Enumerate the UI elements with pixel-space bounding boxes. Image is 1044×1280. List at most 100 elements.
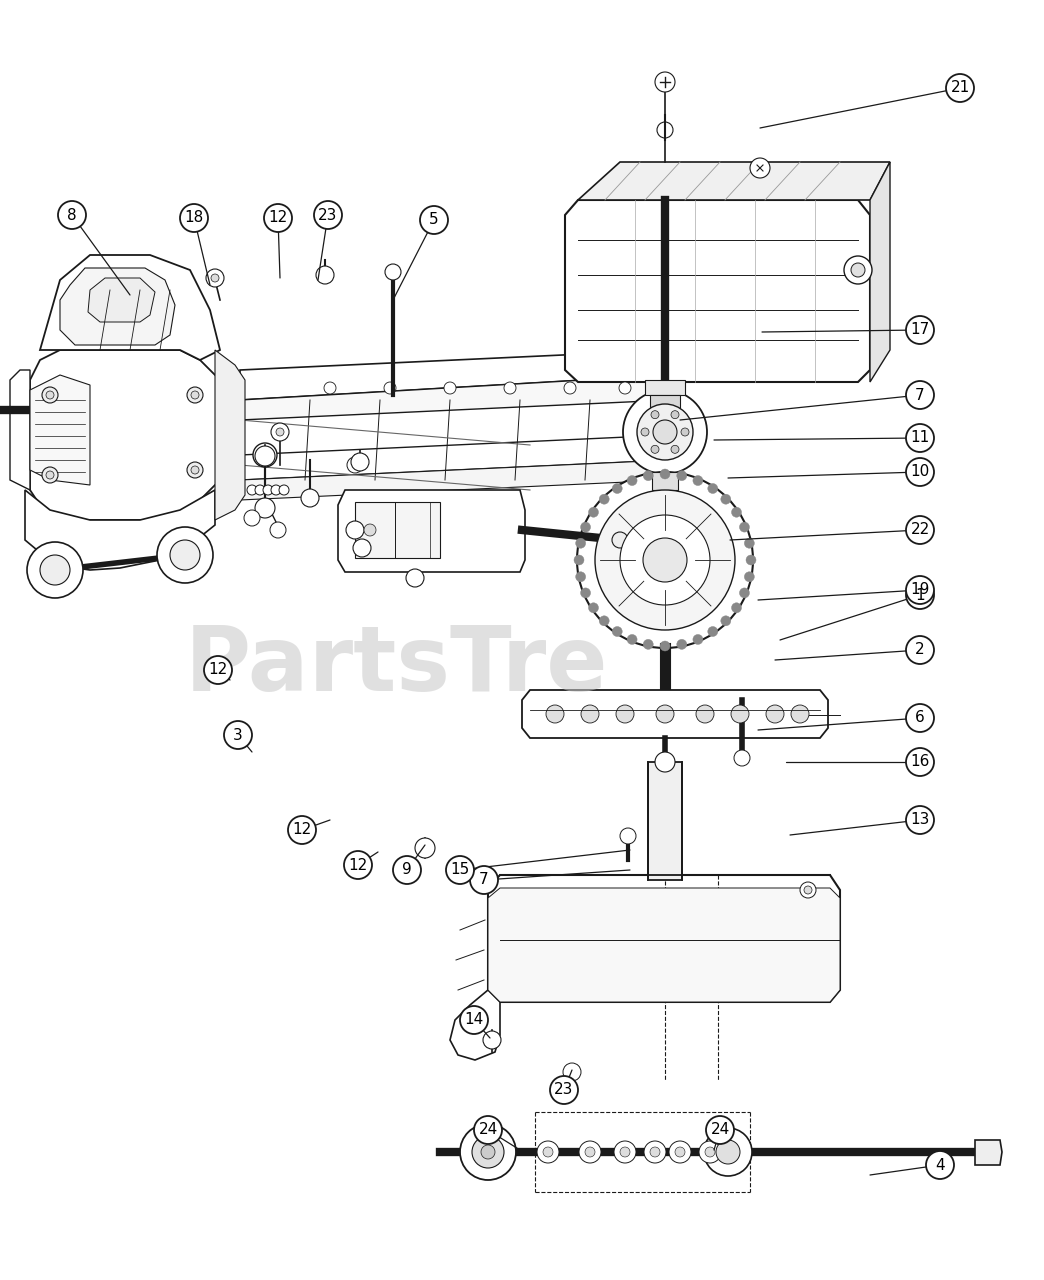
Circle shape: [170, 540, 200, 570]
Text: 21: 21: [950, 81, 970, 96]
Circle shape: [926, 1151, 954, 1179]
Circle shape: [416, 838, 435, 858]
Text: 7: 7: [479, 873, 489, 887]
Circle shape: [42, 387, 58, 403]
Circle shape: [693, 476, 703, 485]
Circle shape: [316, 266, 334, 284]
Circle shape: [675, 1147, 685, 1157]
Circle shape: [844, 256, 872, 284]
Circle shape: [677, 471, 687, 481]
Text: 24: 24: [710, 1123, 730, 1138]
Circle shape: [446, 856, 474, 884]
Circle shape: [734, 750, 750, 765]
Circle shape: [577, 472, 753, 648]
Circle shape: [157, 527, 213, 582]
Circle shape: [693, 635, 703, 644]
Circle shape: [906, 806, 934, 835]
Circle shape: [187, 387, 203, 403]
Polygon shape: [870, 163, 889, 381]
Circle shape: [589, 507, 598, 517]
Circle shape: [651, 445, 659, 453]
Circle shape: [595, 490, 735, 630]
Circle shape: [301, 489, 319, 507]
Polygon shape: [25, 490, 215, 570]
Circle shape: [472, 1137, 504, 1167]
Polygon shape: [88, 278, 155, 323]
Text: 12: 12: [268, 210, 288, 225]
Text: 3: 3: [233, 727, 243, 742]
Circle shape: [351, 453, 369, 471]
Circle shape: [677, 639, 687, 649]
Circle shape: [263, 485, 272, 495]
Text: 24: 24: [478, 1123, 498, 1138]
Circle shape: [288, 817, 316, 844]
Circle shape: [58, 201, 86, 229]
Circle shape: [483, 1030, 501, 1050]
Circle shape: [620, 1147, 630, 1157]
Circle shape: [40, 556, 70, 585]
Circle shape: [599, 616, 610, 626]
Circle shape: [620, 828, 636, 844]
Circle shape: [750, 157, 770, 178]
Circle shape: [651, 411, 659, 419]
Circle shape: [655, 72, 675, 92]
Circle shape: [546, 705, 564, 723]
Circle shape: [746, 556, 756, 564]
Polygon shape: [40, 255, 220, 360]
Circle shape: [255, 485, 265, 495]
Circle shape: [744, 538, 755, 548]
Circle shape: [637, 404, 693, 460]
Polygon shape: [240, 460, 670, 500]
Polygon shape: [652, 472, 678, 490]
Circle shape: [804, 886, 812, 893]
Polygon shape: [450, 888, 500, 1060]
Text: 19: 19: [910, 582, 930, 598]
Text: 13: 13: [910, 813, 930, 827]
Circle shape: [720, 494, 731, 504]
Circle shape: [657, 122, 673, 138]
Circle shape: [580, 588, 591, 598]
Text: 9: 9: [402, 863, 412, 878]
Circle shape: [720, 616, 731, 626]
Text: 12: 12: [292, 823, 311, 837]
Circle shape: [244, 509, 260, 526]
Circle shape: [627, 476, 637, 485]
Circle shape: [620, 515, 710, 605]
Circle shape: [906, 381, 934, 410]
Circle shape: [585, 1147, 595, 1157]
Polygon shape: [648, 762, 682, 881]
Polygon shape: [240, 349, 670, 399]
Polygon shape: [240, 375, 670, 420]
Circle shape: [739, 522, 750, 532]
Circle shape: [619, 381, 631, 394]
Circle shape: [270, 522, 286, 538]
Circle shape: [271, 422, 289, 442]
Polygon shape: [240, 435, 670, 480]
Circle shape: [211, 274, 219, 282]
Circle shape: [543, 1147, 553, 1157]
Circle shape: [708, 626, 718, 636]
Circle shape: [704, 1128, 752, 1176]
Circle shape: [204, 655, 232, 684]
Circle shape: [550, 1076, 578, 1103]
Text: 11: 11: [910, 430, 929, 445]
Circle shape: [574, 556, 584, 564]
Text: 18: 18: [185, 210, 204, 225]
Text: 2: 2: [916, 643, 925, 658]
Circle shape: [643, 639, 654, 649]
Circle shape: [906, 316, 934, 344]
Polygon shape: [975, 1140, 1002, 1165]
Circle shape: [643, 538, 687, 582]
Circle shape: [27, 541, 84, 598]
Text: 14: 14: [465, 1012, 483, 1028]
Text: 16: 16: [910, 754, 930, 769]
Circle shape: [643, 471, 654, 481]
Circle shape: [582, 705, 599, 723]
Circle shape: [575, 538, 586, 548]
Circle shape: [705, 1147, 715, 1157]
Circle shape: [906, 458, 934, 486]
Circle shape: [644, 1140, 666, 1164]
Circle shape: [247, 485, 257, 495]
Circle shape: [384, 381, 396, 394]
Circle shape: [699, 1140, 721, 1164]
